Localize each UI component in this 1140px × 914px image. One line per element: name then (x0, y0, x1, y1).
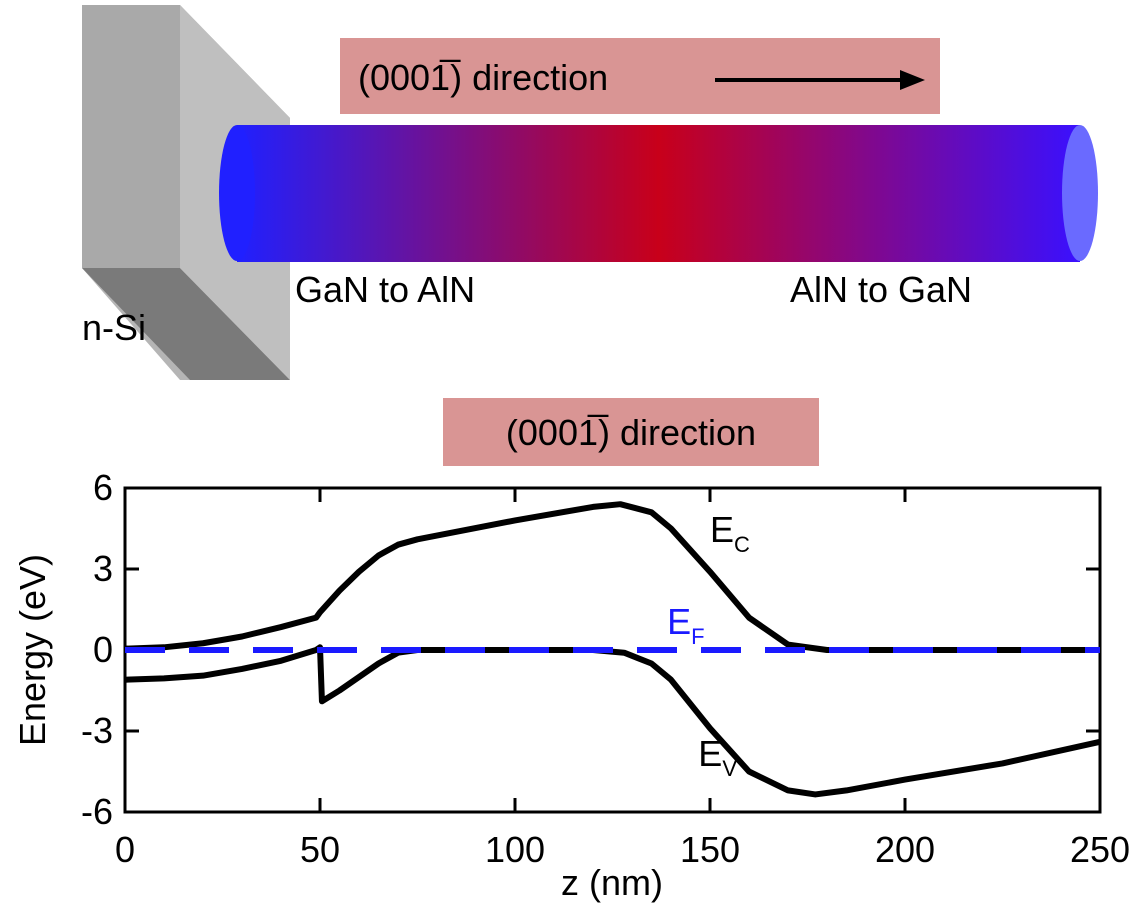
y-tick-label: 6 (93, 467, 113, 508)
left-label: GaN to AlN (295, 269, 475, 310)
series-label-name: E (698, 733, 722, 774)
series-line (124, 501, 1100, 653)
arrow-head (900, 70, 925, 90)
x-tick-label: 150 (680, 829, 740, 870)
title-box (443, 398, 819, 466)
series-line (124, 644, 1101, 798)
y-tick-label: 0 (93, 629, 113, 670)
series-label-sub: C (734, 532, 750, 557)
right-label: AlN to GaN (790, 269, 972, 310)
substrate-label: n-Si (82, 307, 146, 348)
x-tick-label: 100 (485, 829, 545, 870)
series-label-sub: V (722, 756, 737, 781)
series-label: EF (667, 601, 704, 649)
x-tick-label: 50 (300, 829, 340, 870)
series-label-name: E (710, 509, 734, 550)
x-tick-label: 250 (1070, 829, 1130, 870)
series-label-sub: F (691, 624, 704, 649)
chart-title: (0001̅) direction (506, 412, 756, 453)
y-tick-label: -6 (81, 791, 113, 832)
y-tick-label: 3 (93, 548, 113, 589)
x-axis-label: z (nm) (561, 862, 663, 903)
series-label: EC (710, 509, 750, 557)
y-axis-label: Energy (eV) (12, 554, 53, 746)
x-tick-label: 0 (115, 829, 135, 870)
series-label-name: E (667, 601, 691, 642)
x-tick-label: 200 (875, 829, 935, 870)
direction-box (340, 38, 940, 114)
nanowire (219, 125, 1098, 262)
y-tick-label: -3 (81, 710, 113, 751)
direction-label: (0001̅) direction (358, 57, 608, 98)
series-label: EV (698, 733, 737, 781)
